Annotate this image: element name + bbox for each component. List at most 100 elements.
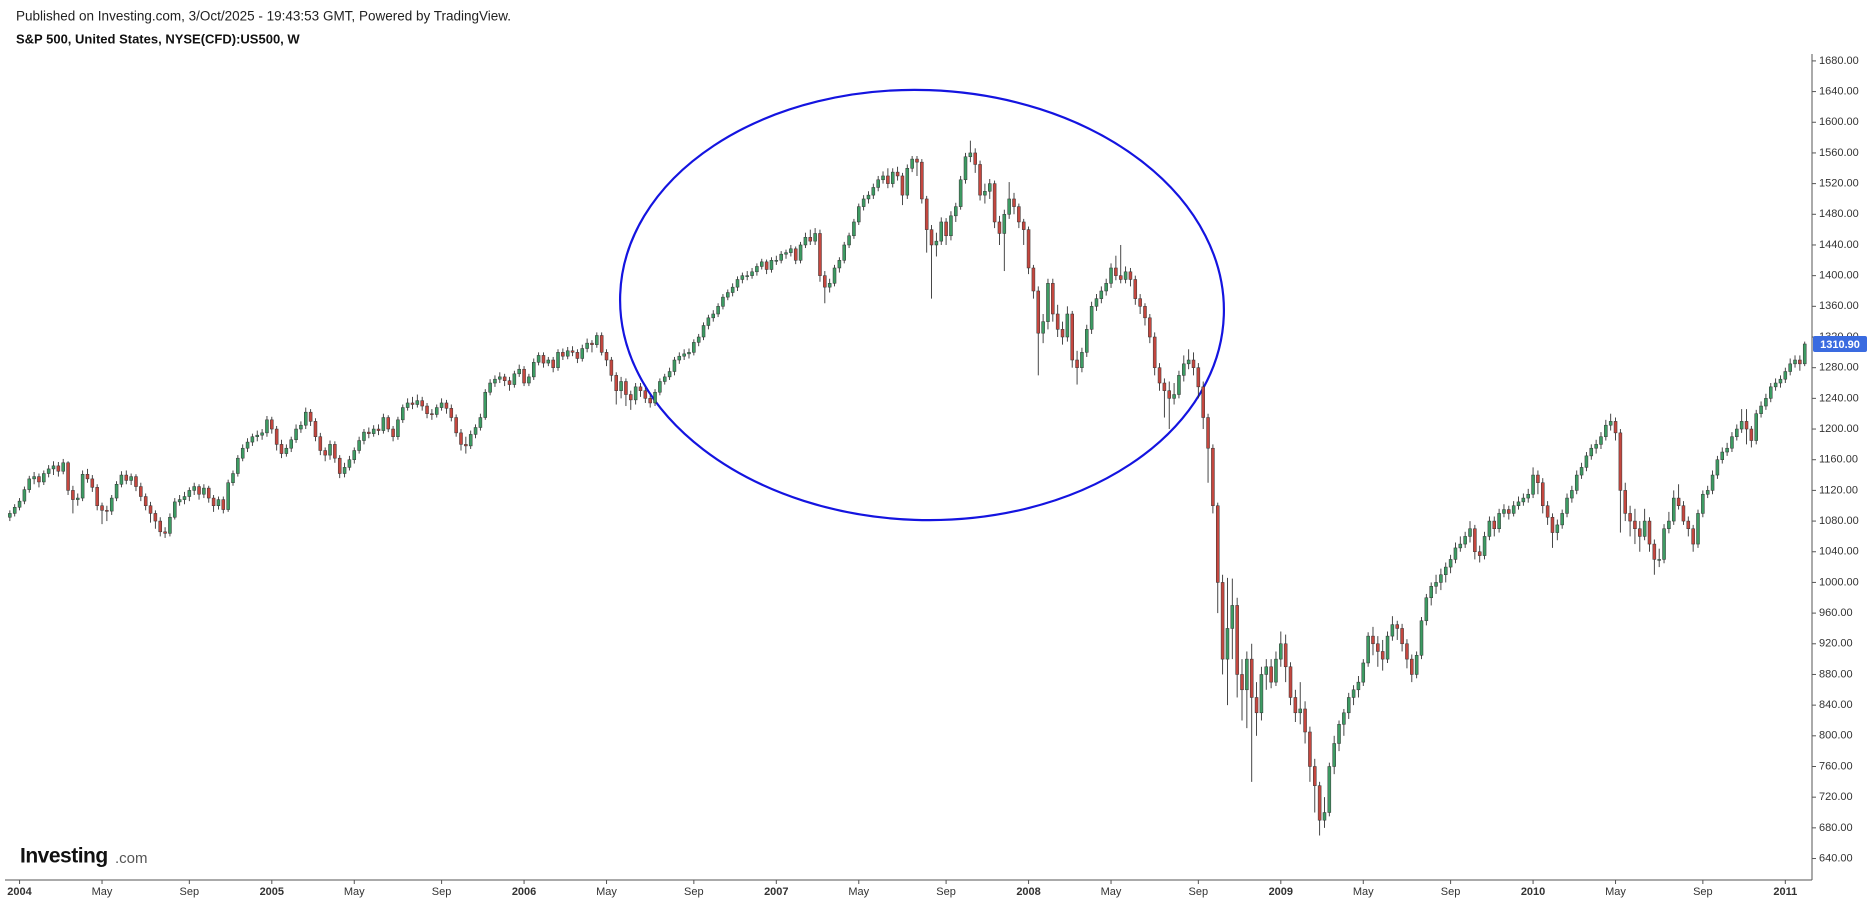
candle-body (362, 431, 366, 441)
candle-body (1060, 329, 1065, 338)
candle-body (658, 381, 662, 393)
candle-body (352, 450, 357, 460)
candle-body (929, 229, 934, 246)
candle-body (1463, 536, 1467, 545)
candle-body (1254, 697, 1259, 714)
candle-body (1705, 490, 1710, 495)
candle-body (1725, 447, 1729, 453)
candle-body (1376, 643, 1380, 652)
candle-body (1492, 520, 1497, 529)
candle-body (1395, 624, 1399, 629)
candle-body (735, 279, 740, 288)
candle-body (624, 381, 628, 395)
candle-body (1618, 432, 1623, 491)
candle-body (313, 421, 318, 437)
y-tick-label: 840.00 (1819, 699, 1853, 711)
candle-body (333, 444, 337, 459)
y-tick-label: 760.00 (1819, 760, 1853, 772)
candle-body (857, 206, 861, 223)
candle-body (1031, 267, 1036, 292)
candle-body (1225, 628, 1230, 660)
candle-body (507, 380, 512, 385)
candle-body (1366, 635, 1370, 664)
candle-body (1414, 655, 1419, 675)
candle-body (920, 161, 924, 200)
candle-body (1526, 493, 1530, 499)
candle-body (1565, 497, 1569, 514)
candle-body (837, 260, 842, 269)
candle-body (813, 233, 817, 242)
candle-body (590, 342, 594, 345)
candle-body (667, 371, 672, 378)
candle-body (1536, 474, 1540, 483)
x-tick-label: 2010 (1521, 886, 1545, 898)
candle-body (662, 376, 667, 382)
candle-body (95, 487, 99, 506)
candle-body (502, 376, 507, 381)
candle-body (604, 352, 609, 361)
candle-body (1749, 428, 1754, 441)
candle-body (793, 248, 798, 261)
candle-body (1473, 528, 1477, 552)
candle-body (1206, 417, 1210, 449)
candle-body (726, 292, 730, 298)
candle-body (915, 158, 919, 163)
candle-body (958, 179, 963, 207)
y-tick-label: 1680.00 (1819, 55, 1859, 67)
last-price-box (1813, 335, 1867, 352)
candle-body (1118, 275, 1123, 280)
candle-body (459, 432, 463, 445)
candle-body (1148, 317, 1152, 338)
candle-body (1424, 597, 1429, 622)
candle-body (1560, 513, 1564, 526)
candle-body (992, 183, 997, 223)
x-tick-label: May (1353, 886, 1374, 898)
candle-body (1099, 290, 1104, 299)
candle-body (1608, 421, 1613, 426)
candle-body (1245, 658, 1249, 691)
candle-body (1400, 628, 1404, 645)
candle-body (32, 476, 36, 480)
candle-body (1764, 398, 1768, 407)
candle-body (1351, 689, 1356, 698)
candle-body (240, 447, 245, 459)
candle-body (1303, 708, 1307, 733)
candle-body (1720, 451, 1725, 460)
x-tick-label: May (848, 886, 869, 898)
x-tick-label: Sep (1693, 886, 1713, 898)
candle-body (1647, 520, 1652, 545)
candle-body (1361, 662, 1366, 683)
x-tick-label: May (92, 886, 113, 898)
candle-body (1152, 336, 1157, 368)
y-tick-label: 1240.00 (1819, 392, 1859, 404)
candle-body (886, 175, 890, 184)
candle-body (1735, 428, 1739, 437)
candle-body (682, 353, 686, 357)
candle-body (1288, 666, 1293, 698)
candle-body (900, 175, 905, 196)
candle-body (1739, 421, 1744, 430)
candle-body (522, 368, 526, 384)
candle-body (124, 474, 129, 481)
last-price-label: 1310.90 (1820, 339, 1860, 351)
candle-body (318, 436, 323, 451)
candle-body (934, 240, 939, 246)
candle-body (187, 490, 192, 497)
candle-body (527, 376, 531, 384)
candle-body (1686, 520, 1691, 529)
x-tick-label: Sep (1441, 886, 1461, 898)
candle-body (1075, 359, 1079, 368)
candle-body (129, 476, 133, 481)
candle-body (488, 382, 492, 393)
candle-body (100, 505, 104, 511)
candle-body (328, 444, 332, 456)
candle-body (464, 444, 468, 447)
candle-body (114, 484, 119, 499)
candle-body (337, 457, 342, 474)
candle-body (1249, 658, 1254, 698)
y-tick-label: 1200.00 (1819, 423, 1859, 435)
candle-body (430, 413, 434, 415)
candle-body (236, 457, 240, 474)
candle-body (968, 152, 973, 158)
candle-body (1589, 447, 1594, 457)
